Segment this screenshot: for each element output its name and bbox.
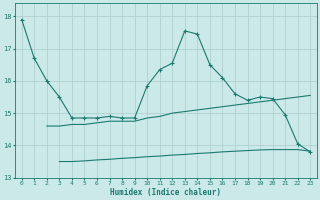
X-axis label: Humidex (Indice chaleur): Humidex (Indice chaleur) bbox=[110, 188, 221, 197]
